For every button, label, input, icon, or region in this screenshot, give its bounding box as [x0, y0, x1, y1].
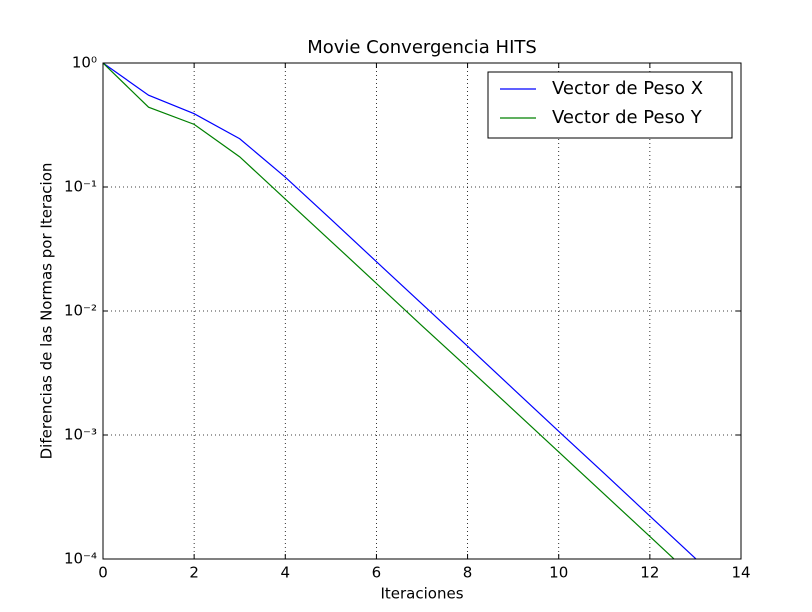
legend-box [487, 71, 733, 139]
x-tick-label: 10 [549, 564, 568, 582]
x-tick-label: 8 [463, 564, 473, 582]
y-axis-label: Diferencias de las Normas por Iteracion [38, 163, 56, 460]
x-axis-label: Iteraciones [380, 585, 463, 603]
series-line [103, 63, 697, 559]
series-line [103, 63, 675, 559]
x-tick-label: 12 [640, 564, 659, 582]
plot-area [103, 63, 697, 559]
x-tick-label: 2 [189, 564, 199, 582]
x-tick-label: 4 [281, 564, 291, 582]
x-tick-label: 14 [731, 564, 750, 582]
plot-frame [102, 62, 742, 560]
legend-label: Vector de Peso X [552, 78, 703, 99]
y-tick-label: 10⁻² [64, 302, 97, 320]
y-tick-label: 10⁰ [72, 54, 97, 72]
y-tick-label: 10⁻⁴ [64, 550, 97, 568]
legend-label: Vector de Peso Y [552, 107, 703, 128]
chart-title: Movie Convergencia HITS [307, 37, 537, 58]
y-tick-label: 10⁻³ [64, 426, 97, 444]
x-tick-label: 0 [98, 564, 108, 582]
y-tick-label: 10⁻¹ [64, 178, 97, 196]
x-tick-label: 6 [372, 564, 382, 582]
